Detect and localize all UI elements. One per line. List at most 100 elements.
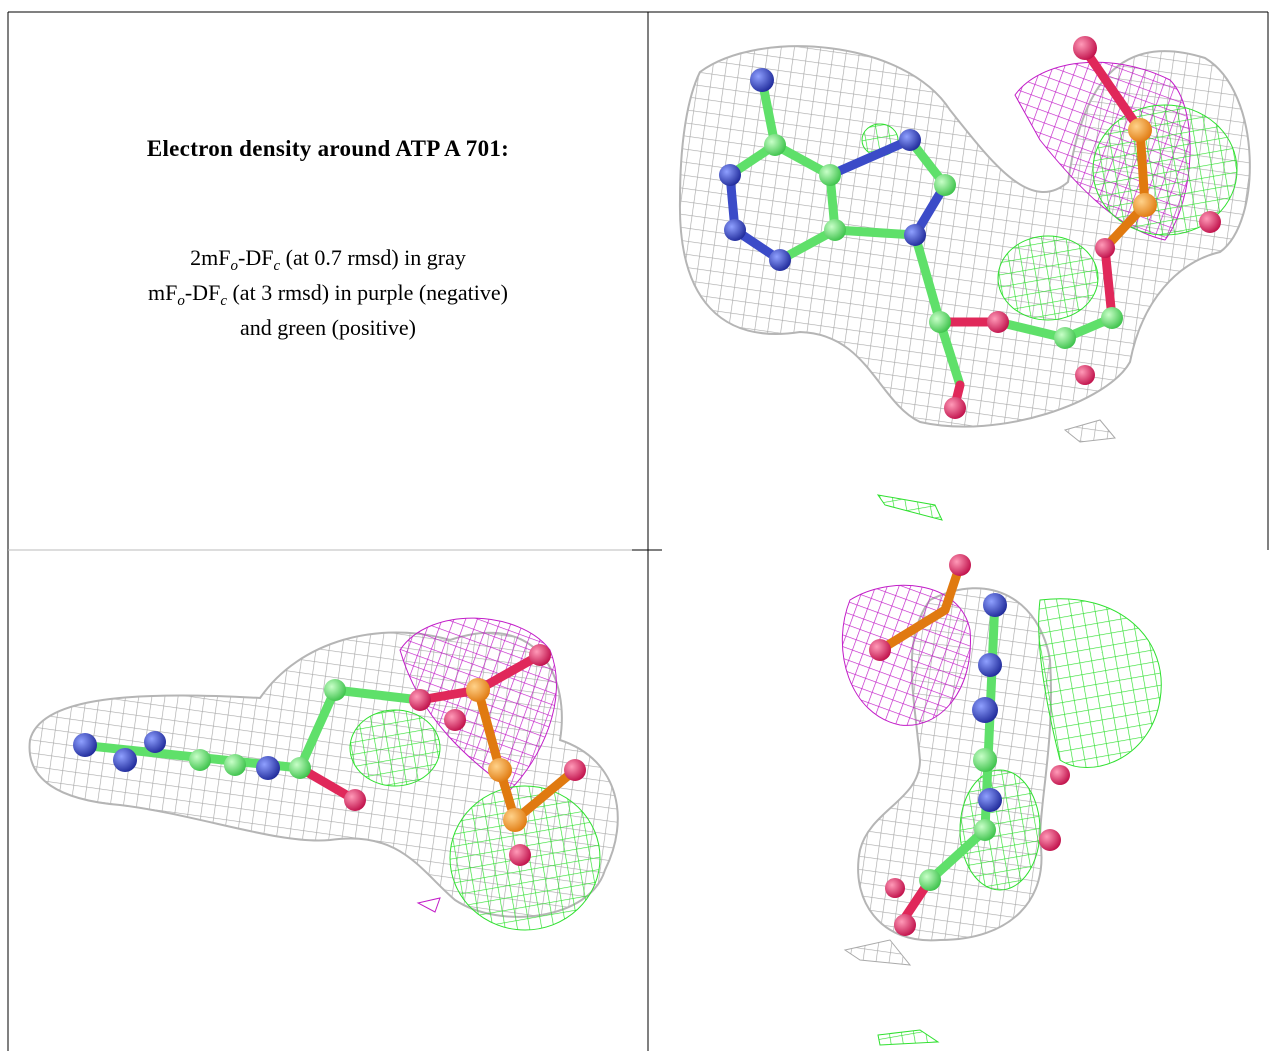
atom [324,679,346,701]
legend-line: 2mFo-DFc (at 0.7 rmsd) in gray [10,240,646,275]
bond [993,317,1070,343]
atom [1101,307,1123,329]
legend-text: (at 3 rmsd) in purple (negative) [226,280,508,305]
atom [987,311,1009,333]
atom [944,397,966,419]
atom [113,748,137,772]
subscript: c [220,293,227,309]
atom [344,789,366,811]
density-mesh [959,769,1041,891]
shape-group [869,554,1070,936]
bond [510,765,580,825]
legend-text: -DF [238,245,274,270]
atom [978,788,1002,812]
caption-title: Electron density around ATP A 701: [146,136,510,161]
atom [764,134,786,156]
atom [978,653,1002,677]
atom [1050,765,1070,785]
atom [1133,193,1157,217]
density-mesh [1038,598,1162,768]
atom [509,844,531,866]
atom [289,757,311,779]
atom [1095,238,1115,258]
density-mesh [876,494,943,521]
legend-text: (at 0.7 rmsd) in gray [280,245,466,270]
atom [904,224,926,246]
atom [409,689,431,711]
atom [488,758,512,782]
density-mesh [841,584,971,726]
legend-text: -DF [184,280,221,305]
atom [769,249,791,271]
atom [144,731,166,753]
density-mesh [416,897,441,913]
atom [919,869,941,891]
bond [1080,45,1145,135]
shape-group [73,644,586,866]
density-mesh [1063,419,1116,443]
bond [830,225,920,240]
legend-line: and green (positive) [10,310,646,345]
atom [1073,36,1097,60]
atom [444,709,466,731]
bond [1100,243,1117,323]
bond [1135,125,1150,210]
atom [256,756,280,780]
density-view-side [28,617,619,931]
atom [1128,118,1152,142]
atom [983,593,1007,617]
legend-text: mF [148,280,178,305]
density-mesh [349,709,441,787]
atom [899,129,921,151]
atom [894,914,916,936]
atom [503,808,527,832]
atom [724,219,746,241]
bond [825,135,915,180]
bond [295,685,340,773]
subscript: o [177,293,185,309]
density-view-end [841,554,1162,1046]
atom [564,759,586,781]
bond [935,317,965,390]
atom [529,644,551,666]
atom [1075,365,1095,385]
atom [719,164,741,186]
subscript: c [273,258,281,274]
legend-line: mFo-DFc (at 3 rmsd) in purple (negative) [10,275,646,310]
bond [875,605,950,655]
atom [885,878,905,898]
atom [189,749,211,771]
atom [819,164,841,186]
atom [869,639,891,661]
legend-text: and green (positive) [240,315,416,340]
atom [466,678,490,702]
caption-legend: 2mFo-DFc (at 0.7 rmsd) in gray mFo-DFc (a… [10,240,646,345]
atom [1199,211,1221,233]
density-mesh [1092,104,1238,236]
bond [473,685,505,775]
table-border [7,11,1269,1051]
density-view-top [678,36,1251,521]
density-mesh [843,939,912,966]
atom [973,748,997,772]
density-mesh [997,235,1099,321]
atom [1039,829,1061,851]
caption-cell: Electron density around ATP A 701: 2mFo-… [10,14,646,345]
atom [974,819,996,841]
bond [925,825,990,885]
atom [972,697,998,723]
bond [330,685,425,705]
bond [910,230,945,327]
atom [824,219,846,241]
atom [224,754,246,776]
atom [1054,327,1076,349]
atom [750,68,774,92]
atom [949,554,971,576]
legend-text: 2mF [190,245,231,270]
shape-group [719,36,1221,419]
atom [73,733,97,757]
density-mesh [877,1029,940,1046]
subscript: o [230,258,239,274]
